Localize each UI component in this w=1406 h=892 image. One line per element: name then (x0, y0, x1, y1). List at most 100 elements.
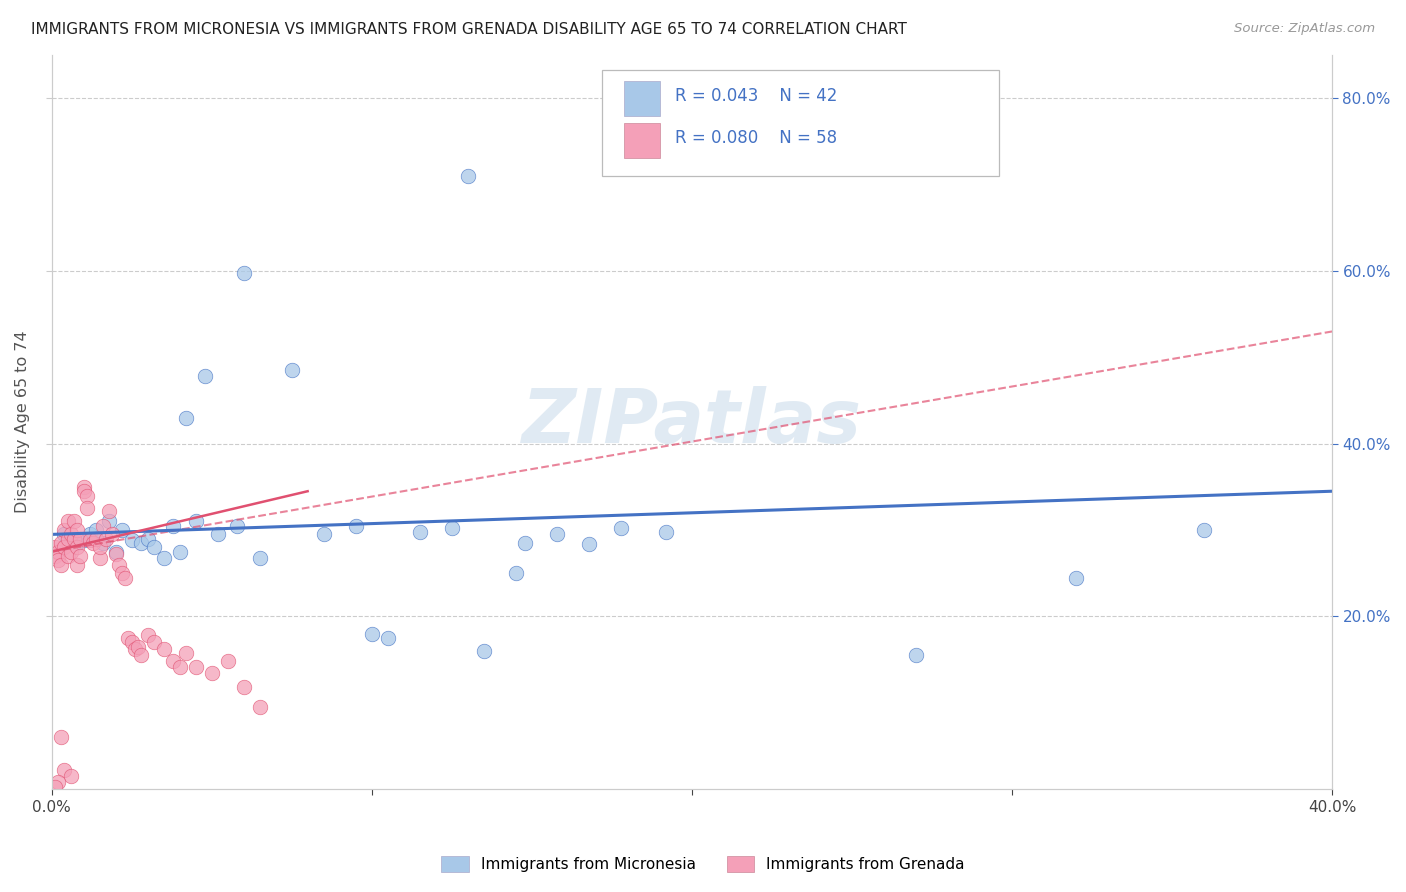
Point (136, 628, 159, 642)
Point (86, 532, 108, 546)
Text: IMMIGRANTS FROM MICRONESIA VS IMMIGRANTS FROM GRENADA DISABILITY AGE 65 TO 74 CO: IMMIGRANTS FROM MICRONESIA VS IMMIGRANTS… (31, 22, 907, 37)
Point (53, 523, 76, 537)
Point (121, 635, 143, 649)
Point (59, 769, 82, 783)
Point (66, 541, 89, 555)
Point (143, 635, 166, 649)
FancyBboxPatch shape (624, 81, 659, 116)
Point (76, 501, 98, 516)
Point (162, 654, 184, 668)
Point (360, 626, 382, 640)
Point (312, 527, 335, 541)
Point (53, 527, 76, 541)
Point (44, 541, 66, 555)
Point (66, 558, 89, 572)
Point (79, 533, 101, 548)
Point (44, 549, 66, 563)
Point (53, 541, 76, 555)
Point (129, 536, 152, 550)
Point (143, 541, 166, 555)
Point (136, 532, 159, 546)
Point (72, 533, 94, 548)
Point (46, 544, 69, 558)
Point (117, 631, 139, 645)
Point (249, 700, 271, 714)
Point (49, 558, 72, 572)
Point (82, 536, 104, 550)
Point (59, 527, 82, 541)
Point (114, 571, 136, 585)
Point (129, 648, 152, 663)
Point (184, 659, 207, 673)
Point (94, 532, 117, 546)
Point (377, 631, 399, 645)
Point (104, 544, 127, 558)
Point (472, 644, 495, 658)
Point (89, 541, 111, 555)
Point (169, 544, 191, 558)
Point (53, 763, 76, 777)
Point (59, 532, 82, 546)
Point (69, 549, 91, 563)
Point (184, 515, 207, 529)
Point (63, 532, 86, 546)
Point (904, 648, 927, 663)
Point (63, 515, 86, 529)
Point (98, 504, 121, 518)
Point (49, 536, 72, 550)
Point (124, 642, 146, 657)
Point (72, 484, 94, 499)
Point (66, 536, 89, 550)
Point (217, 654, 239, 668)
Point (249, 550, 271, 565)
Point (440, 521, 463, 535)
Point (1192, 523, 1215, 537)
Point (578, 537, 600, 551)
Point (72, 480, 94, 494)
Point (174, 410, 197, 425)
Point (86, 523, 108, 537)
Point (66, 523, 89, 537)
Point (457, 169, 479, 183)
Point (46, 553, 69, 567)
Point (56, 532, 79, 546)
Point (505, 566, 527, 581)
Point (98, 515, 121, 529)
Point (194, 369, 217, 384)
Legend: Immigrants from Micronesia, Immigrants from Grenada: Immigrants from Micronesia, Immigrants f… (433, 848, 973, 880)
Point (232, 266, 254, 280)
Point (56, 549, 79, 563)
Point (226, 518, 249, 533)
Point (546, 527, 568, 541)
Point (69, 532, 91, 546)
Point (49, 731, 72, 745)
FancyBboxPatch shape (602, 70, 1000, 177)
Point (344, 518, 367, 533)
Point (515, 536, 537, 550)
Point (280, 363, 302, 377)
Point (127, 640, 149, 654)
Text: ZIPatlas: ZIPatlas (522, 385, 862, 458)
Point (101, 527, 124, 541)
Text: R = 0.080    N = 58: R = 0.080 N = 58 (675, 129, 838, 147)
Point (152, 550, 174, 565)
Point (655, 524, 678, 539)
Text: R = 0.043    N = 42: R = 0.043 N = 42 (675, 87, 838, 104)
FancyBboxPatch shape (624, 123, 659, 158)
Point (89, 550, 111, 565)
Point (232, 680, 254, 694)
Point (79, 527, 101, 541)
Point (121, 533, 143, 548)
Y-axis label: Disability Age 65 to 74: Disability Age 65 to 74 (15, 331, 30, 514)
Point (44, 780, 66, 794)
Point (107, 558, 129, 572)
Point (91, 536, 114, 550)
Point (56, 515, 79, 529)
Point (46, 775, 69, 789)
Point (111, 566, 134, 581)
Point (408, 524, 430, 539)
Point (76, 489, 98, 503)
Point (1064, 571, 1087, 585)
Point (174, 646, 197, 660)
Text: Source: ZipAtlas.com: Source: ZipAtlas.com (1234, 22, 1375, 36)
